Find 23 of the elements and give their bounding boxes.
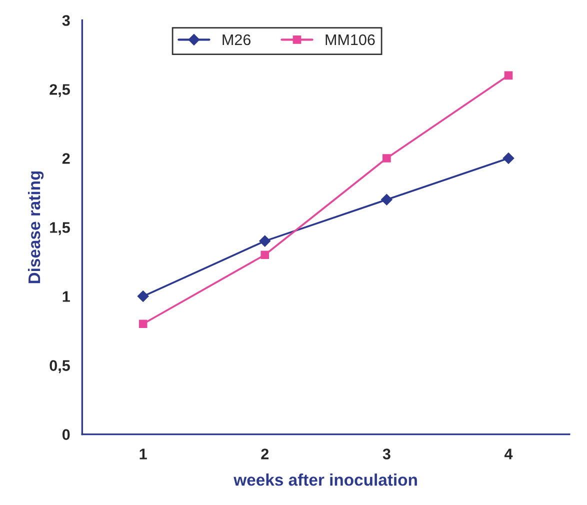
y-tick-label: 1 [62,291,70,302]
x-tick-label: 1 [140,448,147,460]
point [504,71,513,80]
x-tick-label: 3 [382,448,390,460]
point [260,250,270,260]
y-tick-label: 2 [62,153,70,164]
y-tick-label: 3 [62,15,70,26]
y-axis-title: Disease rating [28,171,44,284]
point [138,320,148,328]
y-tick-label: 0,5 [50,360,70,374]
point [382,154,391,162]
point [137,290,149,302]
legend-label: MM106 [326,34,375,46]
x-axis-title: weeks after inoculation [234,474,417,486]
legend-label: M26 [222,34,251,46]
y-tick-label: 1,5 [50,222,70,236]
y-tick-label: 2,5 [50,84,70,98]
y-tick-label: 0 [62,429,70,440]
x-tick-label: 2 [261,448,269,460]
point [502,152,514,164]
x-tick-label: 4 [504,448,513,460]
point [259,235,270,247]
point [381,194,392,206]
